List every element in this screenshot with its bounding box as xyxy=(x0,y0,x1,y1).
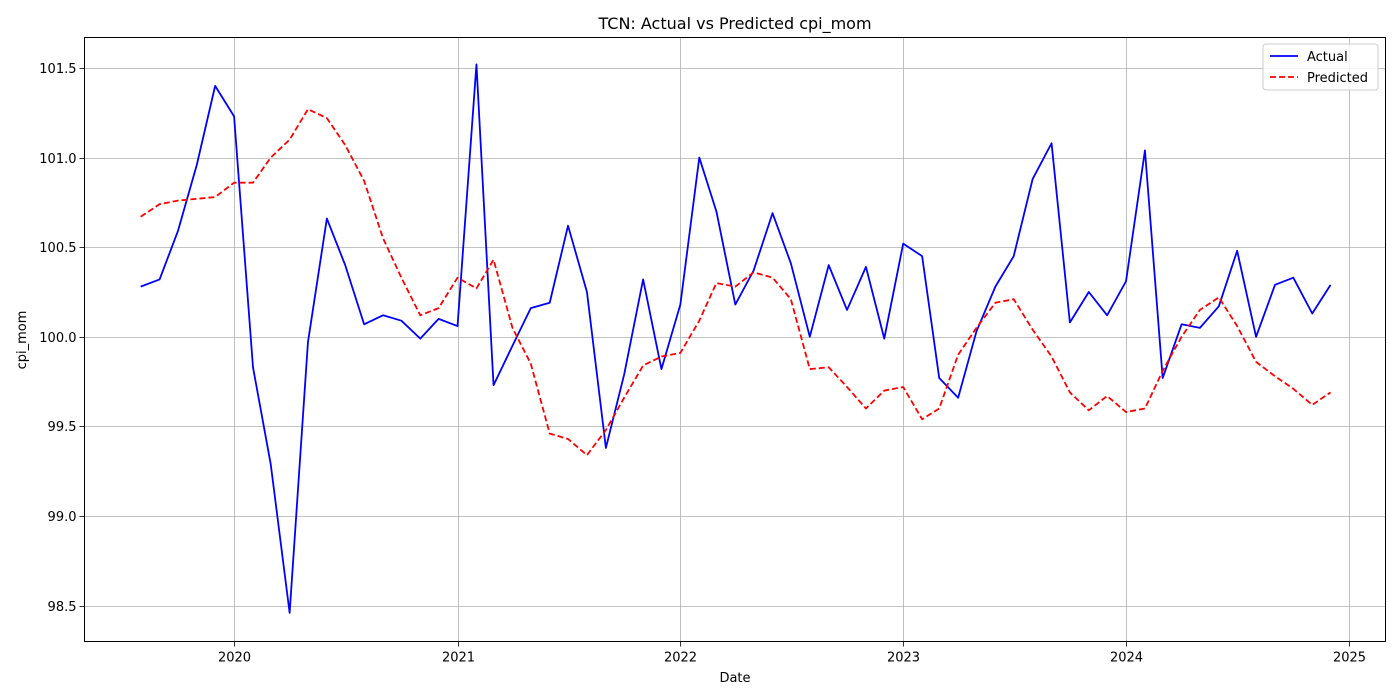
x-tick-label: 2021 xyxy=(442,651,475,666)
plot-area xyxy=(140,63,1332,614)
y-tick-label: 99.0 xyxy=(48,510,77,525)
y-tick-label: 99.5 xyxy=(48,420,77,435)
x-tick-label: 2022 xyxy=(664,651,697,666)
x-tick-label: 2023 xyxy=(887,651,920,666)
y-axis-label: cpi_mom xyxy=(15,311,30,370)
x-tick-label: 2025 xyxy=(1333,651,1366,666)
y-tick-label: 100.5 xyxy=(39,241,76,256)
plot-frame xyxy=(84,37,1386,642)
x-tick-label: 2020 xyxy=(218,651,251,666)
x-axis-label: Date xyxy=(719,671,750,686)
chart-title: TCN: Actual vs Predicted cpi_mom xyxy=(597,14,871,34)
x-tick-label: 2024 xyxy=(1110,651,1143,666)
y-axis: 98.5 99.0 99.5 100.0 100.5 101.0 101.5 xyxy=(39,62,85,615)
legend: Actual Predicted xyxy=(1262,43,1379,91)
legend-actual-label: Actual xyxy=(1307,50,1348,65)
grid-layer xyxy=(84,37,1386,642)
y-tick-label: 98.5 xyxy=(48,600,77,615)
x-axis: 2020 2021 2022 2023 2024 2025 xyxy=(218,641,1366,666)
legend-predicted-label: Predicted xyxy=(1307,71,1368,86)
y-tick-label: 101.5 xyxy=(39,62,76,77)
series-line-actual xyxy=(140,63,1332,614)
y-tick-label: 100.0 xyxy=(39,331,76,346)
y-tick-label: 101.0 xyxy=(39,152,76,167)
series-line-predicted xyxy=(140,108,1332,457)
